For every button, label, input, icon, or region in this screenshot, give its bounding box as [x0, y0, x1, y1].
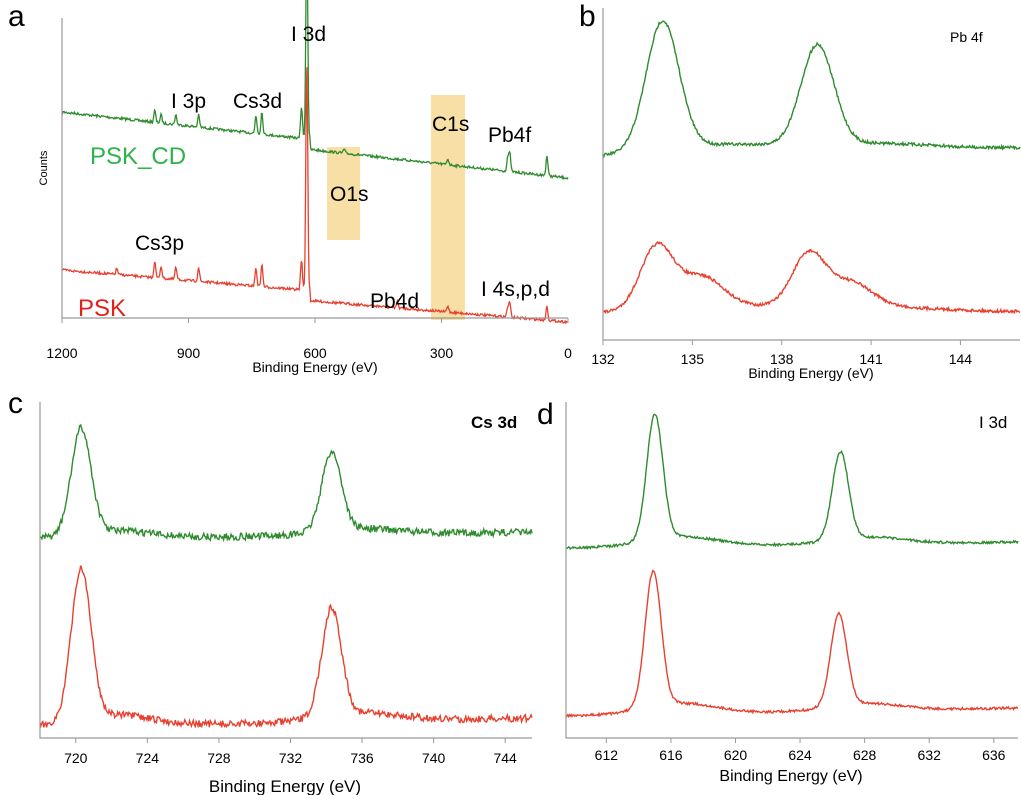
c-x-tick-label: 728: [207, 750, 231, 766]
legend-psk: PSK: [78, 295, 126, 322]
panel-letter-c: c: [8, 387, 23, 420]
peak-label-pb4d: Pb4d: [370, 290, 419, 313]
d-x-tick-label: 636: [982, 747, 1006, 763]
survey-x-tick-label: 1200: [46, 345, 77, 361]
panel-letter-b: b: [579, 0, 596, 33]
d-x-tick-label: 616: [659, 747, 683, 763]
c-series-bottom: [39, 565, 533, 729]
c-x-tick-label: 720: [64, 750, 88, 766]
b-x-tick-label: 144: [949, 351, 973, 367]
peak-label-cs3d: Cs3d: [233, 90, 282, 113]
c-x-tick-label: 744: [493, 750, 517, 766]
cs3d-x-axis-label: Binding Energy (eV): [209, 777, 361, 795]
b-x-tick-label: 132: [591, 351, 615, 367]
legend-psk-cd: PSK_CD: [90, 143, 186, 170]
survey-x-tick-label: 600: [303, 345, 327, 361]
survey-panel: 1200 900 600 300 0 Binding Energy (eV) Count…: [38, 0, 572, 375]
panel-letter-d: d: [537, 398, 554, 431]
d-series-bottom: [565, 569, 1018, 718]
peak-label-c1s: C1s: [432, 113, 469, 136]
b-x-tick-label: 138: [770, 351, 794, 367]
pb4f-x-axis-label: Binding Energy (eV): [748, 365, 873, 381]
survey-series-psk-cd: [61, 0, 569, 181]
cs3d-panel: 720 724 728 732 736 740 744 Binding Energy (eV…: [39, 402, 533, 795]
b-series-top: [602, 20, 1021, 159]
c-x-tick-label: 732: [279, 750, 303, 766]
cs3d-title: Cs 3d: [471, 413, 517, 432]
d-x-tick-label: 620: [724, 747, 748, 763]
c-series-top: [39, 423, 533, 543]
peak-label-i3d: I 3d: [291, 23, 326, 46]
d-x-tick-label: 628: [853, 747, 877, 763]
b-x-tick-label: 135: [681, 351, 705, 367]
survey-x-tick-label: 900: [177, 345, 201, 361]
pb4f-title: Pb 4f: [950, 29, 983, 45]
i3d-x-axis-label: Binding Energy (eV): [719, 768, 862, 785]
survey-y-axis-label: Counts: [38, 150, 50, 185]
b-series-bottom: [602, 240, 1021, 315]
d-x-tick-label: 624: [788, 747, 812, 763]
i3d-panel: 612 616 620 624 628 632 636 Binding Energy (eV…: [565, 402, 1019, 785]
c-x-tick-label: 736: [350, 750, 374, 766]
panel-letter-a: a: [8, 0, 25, 33]
survey-x-tick-label: 300: [430, 345, 454, 361]
i3d-axes: [565, 402, 1018, 739]
c-x-tick-label: 724: [136, 750, 160, 766]
d-x-tick-label: 632: [918, 747, 942, 763]
peak-label-i3p: I 3p: [171, 90, 206, 113]
survey-x-axis-label: Binding Energy (eV): [252, 359, 377, 375]
cs3d-axes: [39, 402, 532, 739]
pb4f-panel: 132 135 138 141 144 Binding Energy (eV) Pb 4…: [591, 8, 1021, 381]
peak-label-cs3p: Cs3p: [135, 232, 184, 255]
o1s-highlight: [327, 147, 360, 240]
peak-label-pb4f: Pb4f: [488, 124, 531, 147]
peak-label-i4spd: I 4s,p,d: [481, 278, 550, 301]
survey-series-psk: [61, 67, 569, 325]
i3d-title: I 3d: [979, 413, 1007, 432]
pb4f-axes: [602, 8, 1020, 341]
peak-label-o1s: O1s: [330, 183, 369, 206]
d-x-tick-label: 612: [595, 747, 619, 763]
survey-x-tick-label: 0: [564, 345, 572, 361]
b-x-tick-label: 141: [859, 351, 883, 367]
d-series-top: [565, 413, 1019, 551]
c1s-highlight: [431, 95, 465, 320]
c-x-tick-label: 740: [422, 750, 446, 766]
